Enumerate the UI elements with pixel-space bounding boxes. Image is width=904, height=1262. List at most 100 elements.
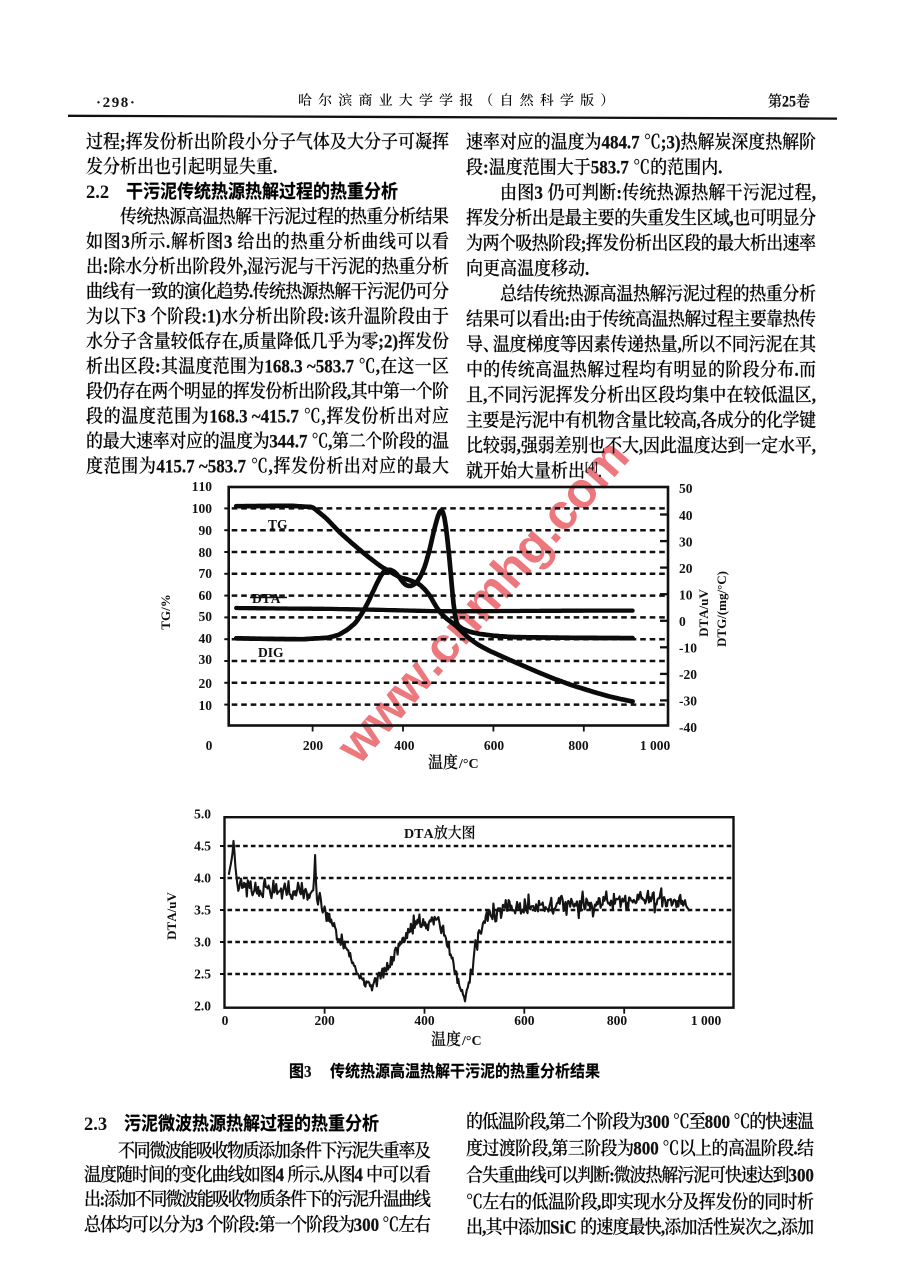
svg-text:,: , (328, 431, 332, 452)
svg-text:800: 800 (705, 1111, 735, 1132)
svg-text:,: , (777, 1217, 781, 1238)
svg-text::: : (483, 157, 489, 178)
svg-text:,: , (729, 207, 733, 228)
svg-text:/°C: /°C (461, 1034, 482, 1049)
svg-text:,: , (661, 1217, 665, 1238)
svg-text:DTA/uV: DTA/uV (696, 589, 711, 637)
svg-text:415.7 ~583.7: 415.7 ~583.7 (156, 455, 250, 476)
svg-text:.: . (718, 157, 722, 178)
svg-text:,: , (812, 182, 816, 203)
svg-text:2.0: 2.0 (194, 999, 211, 1014)
svg-text:10: 10 (679, 588, 693, 603)
svg-text:20: 20 (679, 561, 693, 576)
svg-text:.: . (166, 231, 170, 252)
svg-text:-30: -30 (679, 694, 697, 709)
svg-text:50: 50 (679, 481, 693, 496)
svg-text:2.2: 2.2 (86, 183, 109, 203)
svg-text:,: , (517, 435, 521, 456)
svg-text:600: 600 (484, 738, 505, 753)
svg-text:,: , (697, 410, 701, 431)
svg-text:;: ; (120, 131, 126, 152)
svg-text:.: . (585, 258, 589, 279)
svg-text:600: 600 (514, 1013, 535, 1028)
svg-text:800: 800 (607, 1013, 628, 1028)
svg-text:3.5: 3.5 (194, 903, 211, 918)
svg-text:.: . (794, 359, 798, 380)
svg-text:4: 4 (276, 1164, 289, 1185)
svg-text:344.7: 344.7 (269, 431, 311, 452)
svg-text:4.0: 4.0 (194, 871, 211, 886)
svg-text:,: , (482, 1217, 486, 1238)
svg-text:1 000: 1 000 (640, 738, 671, 753)
svg-text:300: 300 (354, 1214, 384, 1235)
svg-text:168.3 ~583.7: 168.3 ~583.7 (264, 356, 358, 377)
svg-text:,: , (239, 331, 243, 352)
svg-text:30: 30 (679, 534, 693, 549)
svg-text:,: , (812, 435, 816, 456)
svg-text:60: 60 (199, 588, 213, 603)
svg-text:800: 800 (568, 738, 589, 753)
svg-text:4: 4 (354, 1164, 367, 1185)
svg-text:10: 10 (199, 698, 213, 713)
svg-text:100: 100 (192, 501, 213, 516)
svg-text:,: , (546, 1111, 550, 1132)
svg-text:DTA: DTA (252, 591, 281, 606)
svg-text:2.3: 2.3 (84, 1115, 107, 1135)
svg-text:.: . (319, 1164, 323, 1185)
svg-text:;2): ;2) (378, 331, 398, 353)
svg-text:20: 20 (199, 676, 213, 691)
svg-text:4.5: 4.5 (194, 839, 211, 854)
svg-text:2.5: 2.5 (194, 967, 211, 982)
svg-text:583.7: 583.7 (591, 157, 633, 178)
svg-text:;3): ;3) (661, 131, 681, 153)
svg-text:.: . (598, 460, 602, 481)
svg-text:1 000: 1 000 (691, 1013, 722, 1028)
svg-text::: : (616, 182, 622, 203)
svg-text:3: 3 (304, 1063, 312, 1081)
svg-text:-40: -40 (679, 720, 697, 735)
svg-text:,: , (321, 406, 325, 427)
svg-text:,: , (243, 256, 247, 277)
svg-text:,: , (376, 356, 380, 377)
svg-text:300: 300 (788, 1165, 813, 1186)
svg-text::1): :1) (201, 306, 221, 328)
svg-text:30: 30 (199, 652, 213, 667)
svg-text:80: 80 (199, 545, 213, 560)
svg-text:SiC: SiC (550, 1217, 581, 1238)
svg-text:,: , (812, 384, 816, 405)
svg-text:3: 3 (195, 1214, 208, 1235)
svg-text::: : (564, 309, 570, 330)
svg-text::: : (103, 256, 109, 277)
svg-text:·298·: ·298· (96, 95, 137, 111)
svg-text:,: , (483, 384, 487, 405)
svg-text:www.cnmhg.com: www.cnmhg.com (325, 428, 640, 774)
svg-text:40: 40 (679, 508, 693, 523)
svg-text:,: , (548, 1138, 552, 1159)
svg-text:400: 400 (414, 1013, 435, 1028)
svg-text:5.0: 5.0 (194, 807, 211, 822)
svg-text:0: 0 (679, 614, 686, 629)
svg-text:484.7: 484.7 (601, 131, 643, 152)
svg-text:,: , (269, 455, 273, 476)
svg-text:-20: -20 (679, 667, 697, 682)
svg-text:3.0: 3.0 (194, 935, 211, 950)
svg-text:50: 50 (199, 609, 213, 624)
svg-text:300: 300 (644, 1111, 674, 1132)
svg-text:TG: TG (268, 517, 288, 532)
svg-text::: : (100, 1189, 106, 1210)
svg-text:3: 3 (121, 231, 129, 252)
svg-text:400: 400 (394, 738, 415, 753)
svg-text:,: , (597, 1191, 601, 1212)
svg-text:.: . (273, 156, 277, 177)
svg-text:110: 110 (192, 479, 213, 494)
svg-text:[4]: [4] (585, 460, 598, 474)
svg-text::: : (155, 356, 161, 377)
svg-text:-10: -10 (679, 641, 697, 656)
svg-text:3: 3 (137, 306, 150, 327)
svg-text:25: 25 (782, 94, 796, 111)
svg-text:.: . (793, 1138, 797, 1159)
svg-text:,: , (639, 435, 643, 456)
svg-text:0: 0 (206, 738, 213, 753)
svg-text:200: 200 (303, 738, 324, 753)
svg-text:TG/%: TG/% (158, 594, 173, 629)
